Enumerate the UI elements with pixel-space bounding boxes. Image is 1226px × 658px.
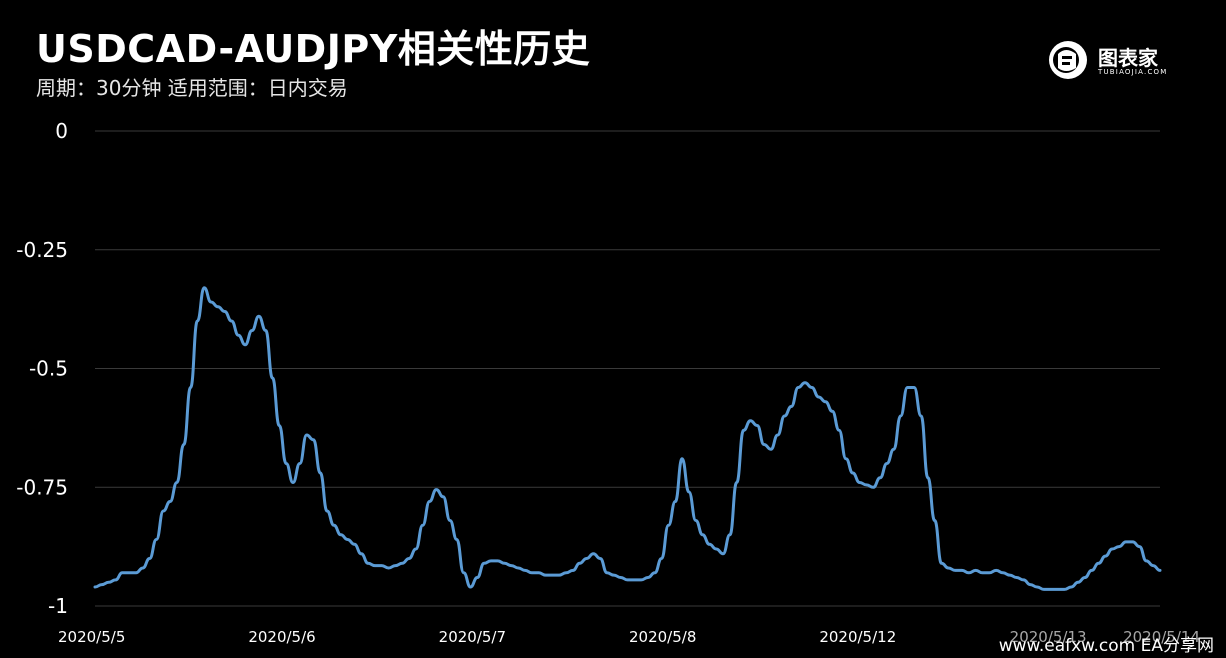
logo-subtext: TUBIAOJIA.COM [1098,68,1168,76]
logo-text: 图表家 [1098,46,1158,70]
chart-grid [95,130,1160,607]
logo: 图表家 TUBIAOJIA.COM [1044,38,1184,84]
x-tick-label: 2020/5/7 [439,628,506,646]
y-tick-label: -1 [48,594,68,618]
y-tick-label: -0.75 [16,475,68,499]
watermark: www.eafxw.com EA分享网 [994,631,1218,656]
x-tick-label: 2020/5/8 [629,628,696,646]
y-axis-labels: 0 -0.25 -0.5 -0.75 -1 [16,119,68,618]
y-tick-label: 0 [55,119,68,143]
x-tick-label: 2020/5/12 [819,628,896,646]
chart-subtitle: 周期：30分钟 适用范围：日内交易 [36,76,348,100]
x-tick-label: 2020/5/14 [1123,628,1200,646]
series-line [93,286,1162,591]
x-axis-labels: 2020/5/5 2020/5/6 2020/5/7 2020/5/8 2020/5/1… [58,628,1200,646]
x-tick-label: 2020/5/13 [1010,628,1087,646]
chart-title: USDCAD-AUDJPY相关性历史 [36,27,591,71]
y-tick-label: -0.5 [29,357,68,381]
y-tick-label: -0.25 [16,238,68,262]
x-tick-label: 2020/5/5 [58,628,125,646]
x-tick-label: 2020/5/6 [248,628,315,646]
head-logo-icon [1049,41,1087,79]
